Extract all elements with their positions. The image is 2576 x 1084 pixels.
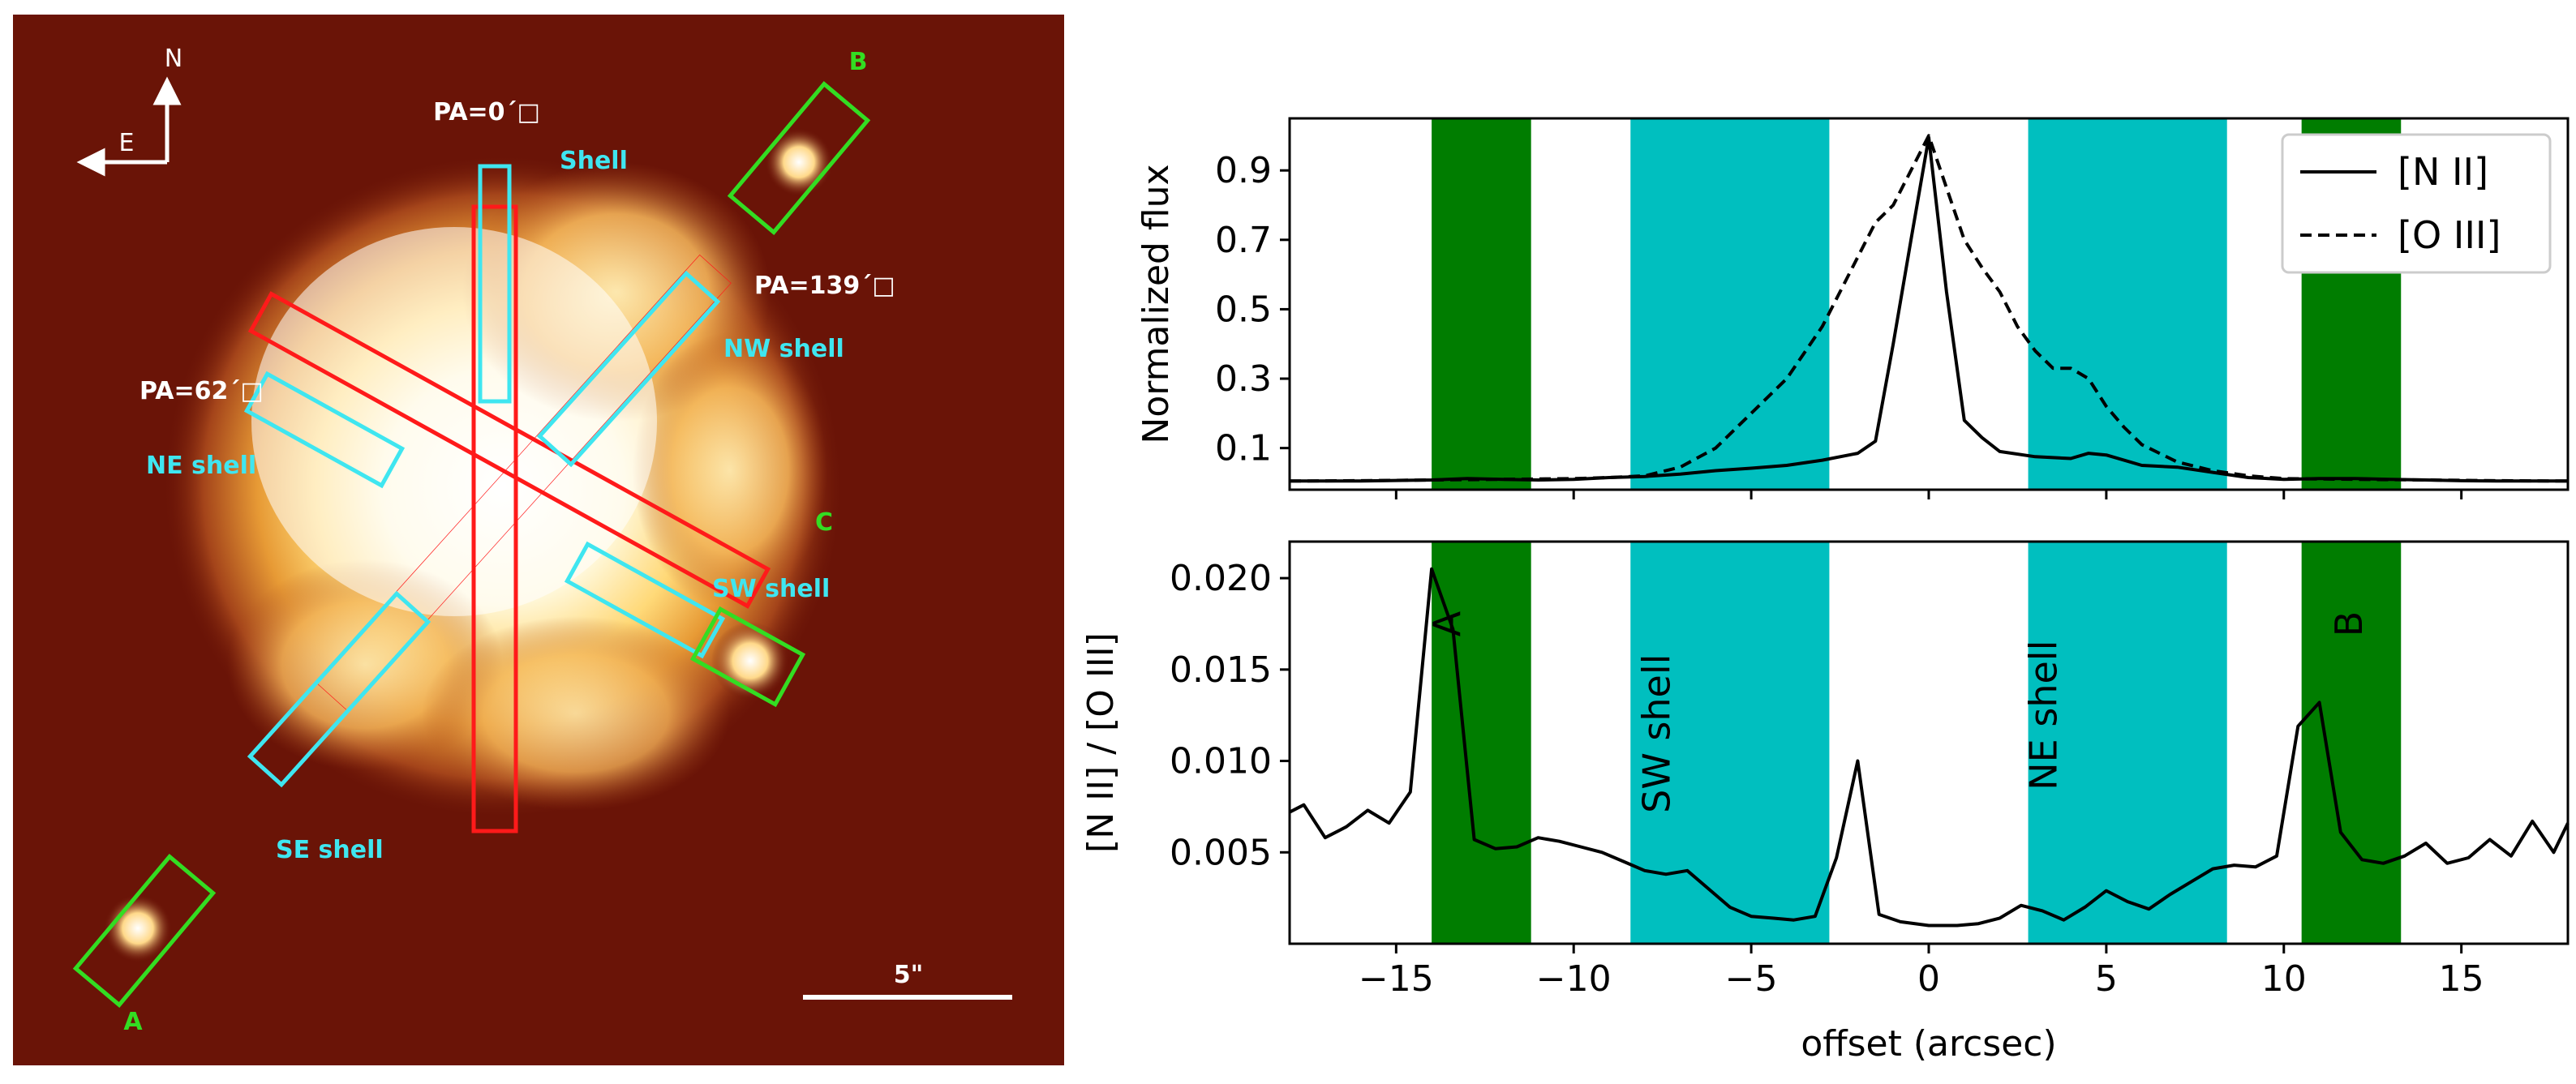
- bot-annotation-a: A: [1425, 611, 1469, 636]
- label-sw-shell: SW shell: [712, 575, 830, 603]
- bot-xtick-label: 0: [1917, 958, 1940, 1000]
- knot-c-emission: [711, 622, 789, 700]
- bot-shade-a: [1432, 542, 1531, 944]
- label-knot-b: B: [849, 48, 868, 76]
- bottom-x-ticks: −15 −10 −5 0 5 10 15: [1359, 944, 2484, 1000]
- legend-oiii-label: [O III]: [2398, 213, 2501, 257]
- box-knot-c: [689, 606, 806, 708]
- scale-bar-label: 5": [894, 961, 924, 989]
- bot-xtick-label: −5: [1725, 958, 1778, 1000]
- compass-east-label: E: [119, 129, 135, 157]
- label-shell: Shell: [560, 147, 628, 175]
- shell-regions: [243, 164, 726, 788]
- bot-annotation-sw-shell: SW shell: [1634, 654, 1678, 813]
- knot-boxes: [72, 81, 871, 1008]
- label-knot-a: A: [123, 1008, 143, 1036]
- bot-ytick-label: 0.005: [1170, 832, 1272, 873]
- bot-xtick-label: 5: [2095, 958, 2118, 1000]
- bot-ytick-label: 0.020: [1170, 558, 1272, 599]
- legend-nii-label: [N II]: [2398, 150, 2488, 194]
- label-nw-shell: NW shell: [723, 335, 844, 363]
- top-ylabel: Normalized flux: [1136, 164, 1177, 443]
- knot-b-emission: [765, 128, 833, 196]
- bot-shade-ne-shell: [2028, 542, 2227, 944]
- top-ytick-label: 0.3: [1215, 358, 1272, 400]
- region-shell: [478, 164, 512, 404]
- box-knot-b: [727, 81, 871, 235]
- bot-xtick-label: 10: [2261, 958, 2307, 1000]
- bot-series-primary-line: [1289, 567, 2570, 928]
- label-pa139: PA=139´□: [754, 272, 895, 300]
- bottom-ylabel: [N II] / [O III]: [1080, 632, 1122, 853]
- bot-ytick-label: 0.015: [1170, 649, 1272, 691]
- bottom-annotations: A SW shell NE shell B: [1425, 611, 2371, 813]
- box-knot-a: [72, 854, 217, 1008]
- slit-pa0: [471, 204, 518, 833]
- region-sw-shell: [564, 541, 726, 659]
- label-knot-c: C: [815, 508, 833, 537]
- bot-ytick-label: 0.010: [1170, 741, 1272, 782]
- region-se-shell: [247, 590, 431, 788]
- bottom-shaded-regions: [1432, 542, 2402, 944]
- slit-pa62: [251, 294, 767, 606]
- top-series-lines: [1289, 134, 2569, 483]
- top-shaded-regions: [1432, 118, 2402, 490]
- bot-shade-sw-shell: [1630, 542, 1830, 944]
- slit-pa139: [316, 255, 732, 709]
- compass: N E: [76, 45, 182, 177]
- knot-a-emission: [104, 894, 172, 962]
- top-ytick-label: 0.1: [1215, 428, 1272, 469]
- region-ne-shell: [243, 371, 406, 489]
- bot-annotation-b: B: [2327, 611, 2371, 637]
- top-y-ticks: 0.1 0.3 0.5 0.7 0.9: [1215, 150, 1290, 469]
- legend: [N II] [O III]: [2281, 133, 2552, 274]
- label-ne-shell: NE shell: [146, 452, 256, 480]
- slit-outlines: [251, 204, 767, 833]
- bot-xtick-label: −15: [1359, 958, 1434, 1000]
- top-chart: 0.1 0.3 0.5 0.7 0.9 Normalized flux [N II] […: [1136, 117, 2570, 499]
- region-nw-shell: [536, 270, 721, 468]
- bot-shade-b: [2301, 542, 2402, 944]
- bottom-y-ticks: 0.005 0.010 0.015 0.020: [1170, 558, 1290, 873]
- top-ytick-label: 0.9: [1215, 150, 1272, 191]
- compass-north-label: N: [165, 45, 182, 73]
- bot-xtick-label: 15: [2439, 958, 2484, 1000]
- label-pa62: PA=62´□: [140, 377, 264, 405]
- top-shade-a: [1432, 118, 1531, 490]
- nebula-emission: [162, 154, 844, 819]
- top-ytick-label: 0.7: [1215, 220, 1272, 261]
- top-series-secondary-line: [1289, 134, 2569, 483]
- top-ytick-label: 0.5: [1215, 289, 1272, 330]
- top-shade-ne-shell: [2028, 118, 2227, 490]
- legend-box: [2281, 133, 2552, 274]
- label-pa0: PA=0´□: [433, 98, 540, 126]
- bot-annotation-ne-shell: NE shell: [2022, 641, 2066, 791]
- bottom-xlabel: offset (arcsec): [1801, 1023, 2056, 1065]
- bottom-series-lines: [1289, 567, 2570, 928]
- nebula-image-panel: N E PA=0´□ PA=139´□ PA=62´□ Shell NW s: [13, 15, 1064, 1065]
- bot-xtick-label: −10: [1536, 958, 1612, 1000]
- bottom-chart: 0.005 0.010 0.015 0.020 −15 −10 −5 0 5 10 15 A SW …: [1080, 540, 2570, 1065]
- top-series-primary-line: [1290, 135, 2568, 483]
- top-shade-sw-shell: [1630, 118, 1830, 490]
- label-se-shell: SE shell: [276, 836, 384, 864]
- top-x-ticks: [1394, 490, 2463, 499]
